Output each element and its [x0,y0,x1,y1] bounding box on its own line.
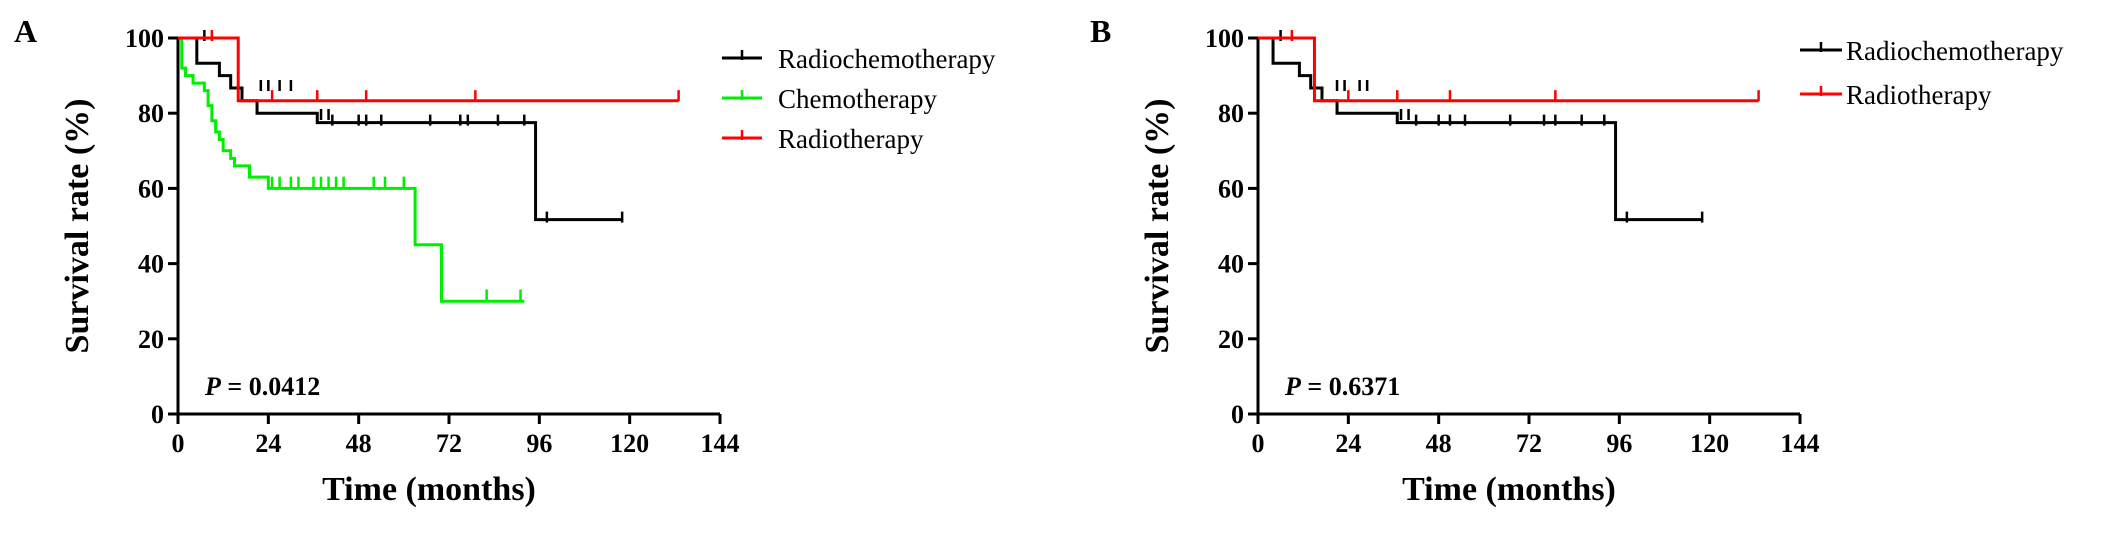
survival-curve-chemotherapy [178,36,525,303]
y-tick-label: 100 [125,24,164,53]
y-tick-label: 20 [138,325,164,354]
x-tick-label: 24 [1335,429,1361,458]
legend-label: Radiotherapy [778,124,924,154]
x-tick-label: 72 [1516,429,1542,458]
x-tick-label: 48 [1426,429,1452,458]
p-value-text: = 0.6371 [1301,372,1400,401]
x-tick-label: 144 [1781,429,1820,458]
p-value-annotation: P = 0.6371 [1284,372,1400,401]
legend-entry-radiotherapy: Radiotherapy [1800,80,1992,110]
y-tick-label: 60 [1218,174,1244,203]
y-tick-label: 0 [151,400,164,429]
legend-label: Chemotherapy [778,84,937,114]
x-tick-label: 120 [1690,429,1729,458]
x-tick-label: 96 [526,429,552,458]
y-tick-label: 100 [1205,24,1244,53]
series-radiochemotherapy [178,30,624,223]
y-tick-label: 0 [1231,400,1244,429]
x-tick-label: 0 [1252,429,1265,458]
x-tick-label: 144 [701,429,740,458]
y-tick-label: 20 [1218,325,1244,354]
x-tick-label: 48 [346,429,372,458]
survival-curve-radiochemotherapy [178,36,623,222]
series-radiotherapy [1258,30,1760,103]
series-chemotherapy [178,36,525,303]
y-tick-label: 80 [1218,99,1244,128]
panel-a: A 0 20 40 60 80 100 0 24 48 72 96 120 144 Time (months… [14,13,996,508]
panel-label: A [14,13,37,49]
legend-entry-radiochemotherapy: Radiochemotherapy [722,44,996,74]
panel-b: B 0 20 40 60 80 100 0 24 48 72 96 120 144 Time (months… [1090,13,2064,508]
series-radiotherapy [178,30,680,103]
survival-curve-radiochemotherapy [1258,36,1703,222]
series-radiochemotherapy [1258,30,1704,223]
x-axis-title: Time (months) [1402,471,1616,508]
x-axis-title: Time (months) [322,471,536,508]
x-tick-label: 0 [172,429,185,458]
panel-label: B [1090,13,1111,49]
y-tick-label: 80 [138,99,164,128]
p-value-symbol: P [204,372,222,401]
x-tick-label: 120 [610,429,649,458]
y-tick-label: 40 [1218,250,1244,279]
legend-label: Radiotherapy [1846,80,1992,110]
x-tick-label: 72 [436,429,462,458]
survival-curve-radiotherapy [178,36,679,103]
legend-label: Radiochemotherapy [1846,36,2064,66]
y-tick-label: 40 [138,250,164,279]
p-value-annotation: P = 0.0412 [204,372,320,401]
legend-entry-radiochemotherapy: Radiochemotherapy [1800,36,2064,66]
legend-entry-radiotherapy: Radiotherapy [722,124,924,154]
y-axis-title: Survival rate (%) [1139,99,1176,354]
y-tick-label: 60 [138,174,164,203]
x-tick-label: 96 [1606,429,1632,458]
survival-curve-radiotherapy [1258,36,1759,103]
y-axis-title: Survival rate (%) [59,99,96,354]
x-tick-label: 24 [255,429,281,458]
legend-label: Radiochemotherapy [778,44,996,74]
p-value-text: = 0.0412 [221,372,320,401]
p-value-symbol: P [1284,372,1302,401]
legend-entry-chemotherapy: Chemotherapy [722,84,937,114]
